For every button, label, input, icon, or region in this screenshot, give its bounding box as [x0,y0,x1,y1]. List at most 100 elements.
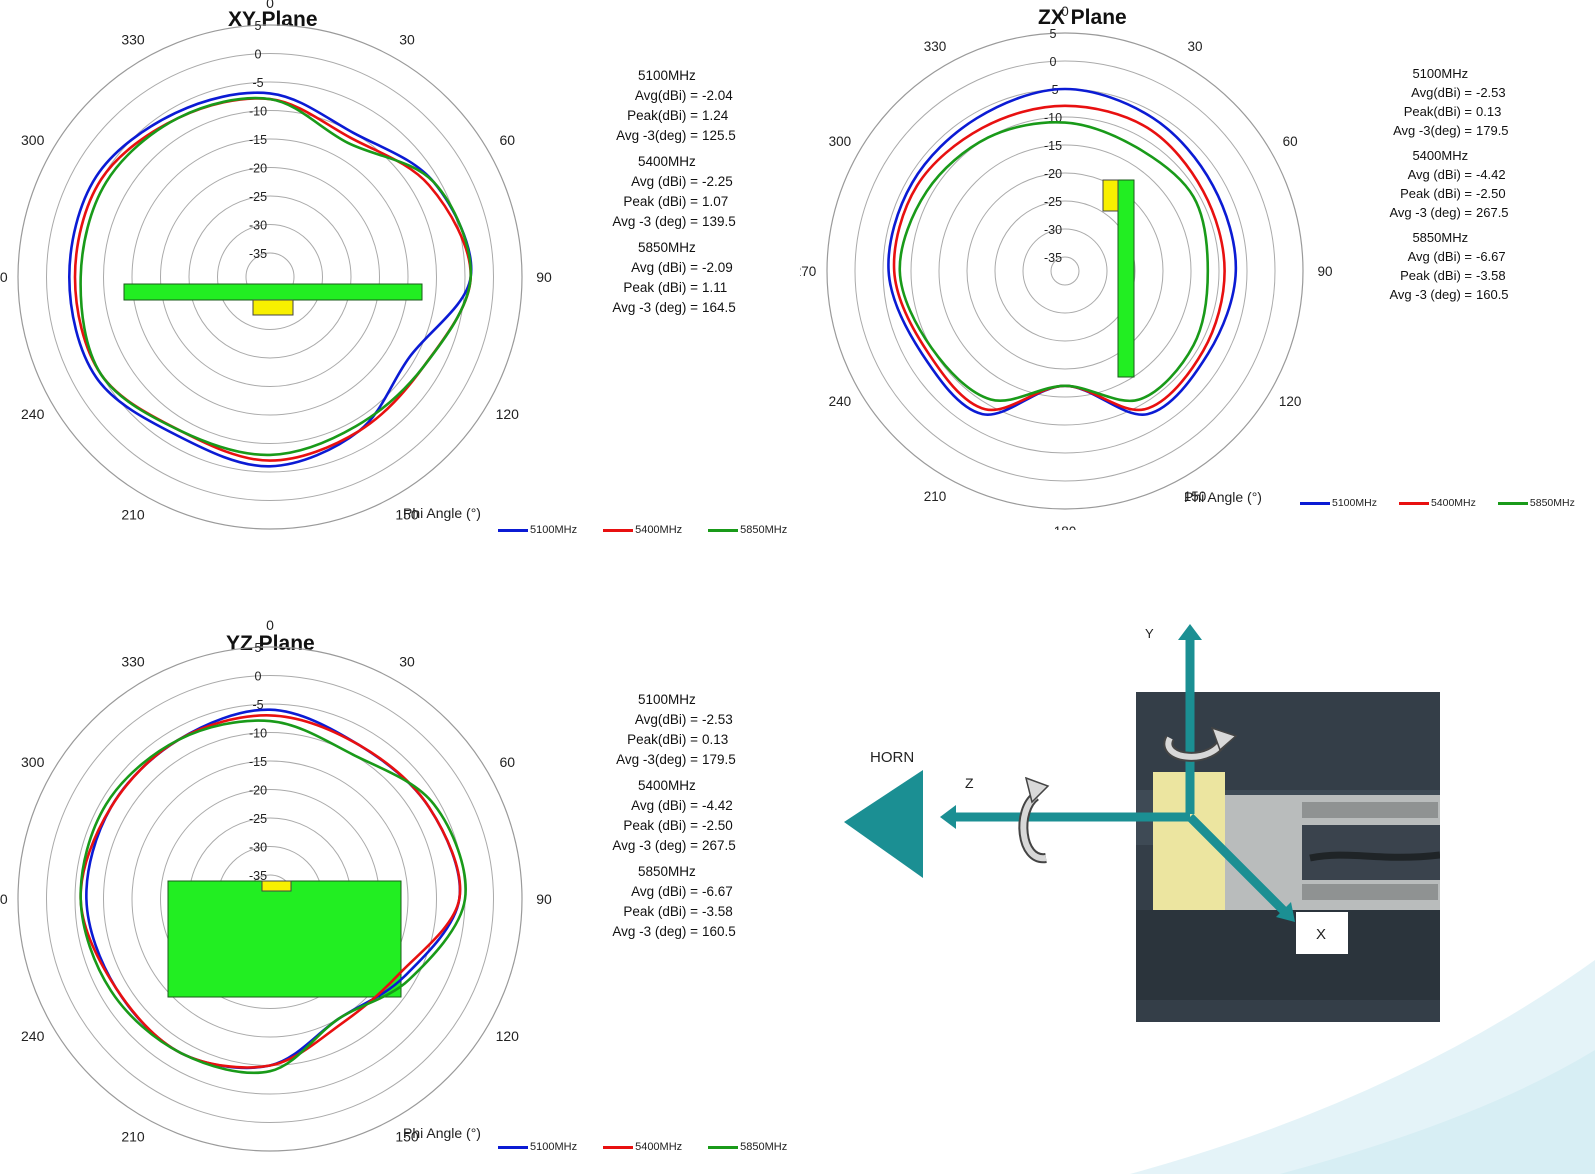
stat-value: 164.5 [702,300,736,315]
stats-block: 5100MHz Avg(dBi) = -2.53 Peak(dBi) = 0.13 … [1372,64,1509,310]
angle-tick-label: 0 [1061,4,1069,19]
series-line-5850MHz [898,121,1210,403]
legend-swatch [708,1145,739,1149]
chart-title: ZX Plane [1038,6,1127,29]
stats-5850: 5850MHz Avg (dBi) = -6.67 Peak (dBi) = -3.… [1372,228,1509,304]
legend-label: 5100MHz [530,1141,578,1153]
stat-value: -3.58 [702,904,733,919]
stats-block: 5100MHz Avg(dBi) = -2.04 Peak(dBi) = 1.24 … [598,66,736,324]
stat-key: Avg -3(deg) = [1393,123,1472,138]
legend-item: 5850MHz [708,1141,787,1153]
freq-label: 5100MHz [638,692,696,707]
legend: 5100MHz 5400MHz 5850MHz [498,1141,787,1153]
angle-tick-label: 300 [21,132,45,148]
angle-tick-label: 330 [121,654,145,670]
angle-tick-label: 210 [121,506,145,522]
legend-swatch [498,1145,528,1149]
stat-value: 267.5 [702,838,736,853]
stat-value: 160.5 [1476,287,1509,302]
grid-ring [188,195,352,359]
legend-swatch [603,528,634,532]
grid-ring [160,167,380,387]
x-axis-label: Phi Angle (°) [403,505,481,521]
stat-key: Peak (dBi) = [1400,186,1472,201]
legend-swatch [1497,501,1528,505]
stat-key: Avg(dBi) = [1411,85,1472,100]
grid-ring [854,60,1276,482]
legend-item: 5100MHz [498,1141,577,1153]
angle-tick-label: 60 [500,132,516,148]
z-axis-arrow [940,805,956,829]
ring-tick-label: 5 [255,641,262,655]
yz-plane-panel: YZ Plane 5 0 -5 -10 -15 -20 -25 -30 -35 0 30 60 90 12… [0,620,820,1174]
legend-item: 5100MHz [1300,497,1377,509]
rotation-arrow-head [1024,776,1050,804]
rotation-arrow-head [1210,726,1238,752]
stat-key: Avg (dBi) = [1407,249,1472,264]
stat-key: Peak (dBi) = [623,194,698,209]
chart-title: YZ Plane [226,632,315,655]
rotation-arrow-icon [1020,793,1047,862]
angle-tick-label: 30 [1187,39,1202,54]
legend-swatch [1398,501,1429,505]
stat-value: 0.13 [702,732,729,747]
stat-key: Avg -3 (deg) = [612,214,698,229]
ring-tick-label: -10 [249,727,267,741]
legend-label: 5850MHz [740,524,788,536]
legend-item: 5400MHz [603,1141,682,1153]
stat-key: Avg -3 (deg) = [1389,205,1472,220]
angle-tick-label: 0 [266,0,274,11]
legend-label: 5850MHz [1529,497,1575,509]
ring-tick-label: -5 [252,76,263,90]
stat-value: 0.13 [1476,104,1502,119]
series-line-5400MHz [73,97,473,462]
cable [1309,851,1440,862]
stat-value: 1.07 [702,194,729,209]
grid-ring [882,88,1248,454]
stats-5850: 5850MHz Avg (dBi) = -2.09 Peak (dBi) = 1.1… [598,238,736,318]
angle-tick-label: 270 [0,891,8,907]
freq-label: 5850MHz [638,864,696,879]
x-axis-line [1186,813,1289,916]
stat-key: Avg (dBi) = [631,174,698,189]
angle-tick-label: 90 [1317,264,1332,279]
legend-item: 5850MHz [1497,497,1575,509]
legend-item: 5850MHz [708,524,787,536]
angle-tick-label: 120 [1279,394,1302,409]
zx-polar-chart: 50-5-10-15-20-25-30-35030609012015018021… [800,4,1333,530]
ring-tick-label: -35 [1044,251,1062,265]
stat-value: 125.5 [702,128,736,143]
ring-tick-label: -15 [249,755,267,769]
outer-ring [17,24,523,530]
legend-item: 5400MHz [1398,497,1476,509]
legend-label: 5400MHz [635,1141,683,1153]
angle-tick-label: 150 [395,1128,419,1144]
freq-label: 5850MHz [638,240,696,255]
grid-ring [1022,228,1108,314]
ring-tick-label: 5 [255,19,262,33]
stat-key: Avg -3 (deg) = [612,924,698,939]
xy-plane-panel: XY Plane 5 0 -5 -10 -15 -20 -25 -30 -35 0 30 60 90 12… [0,0,820,560]
legend-swatch [603,1145,634,1149]
stats-5100: 5100MHz Avg(dBi) = -2.04 Peak(dBi) = 1.24 … [598,66,736,146]
ring-tick-label: -10 [249,105,267,119]
angle-tick-label: 270 [0,269,8,285]
stat-value: -6.67 [1476,249,1506,264]
angle-tick-label: 60 [500,754,516,770]
series-line-5850MHz [79,96,473,457]
legend-swatch [1300,501,1330,505]
angle-tick-label: 120 [496,406,520,422]
stat-value: -2.50 [1476,186,1506,201]
angle-tick-label: 330 [924,39,947,54]
ring-tick-label: -15 [249,133,267,147]
legend-swatch [708,528,739,532]
stat-key: Peak(dBi) = [627,108,698,123]
legend-label: 5100MHz [530,524,578,536]
ring-tick-label: -30 [249,841,267,855]
angle-tick-label: 300 [21,754,45,770]
ring-tick-label: -30 [249,219,267,233]
stat-key: Avg -3 (deg) = [1389,287,1472,302]
angle-tick-label: 150 [1184,489,1207,504]
ring-tick-label: -30 [1044,223,1062,237]
stat-value: 1.24 [702,108,729,123]
